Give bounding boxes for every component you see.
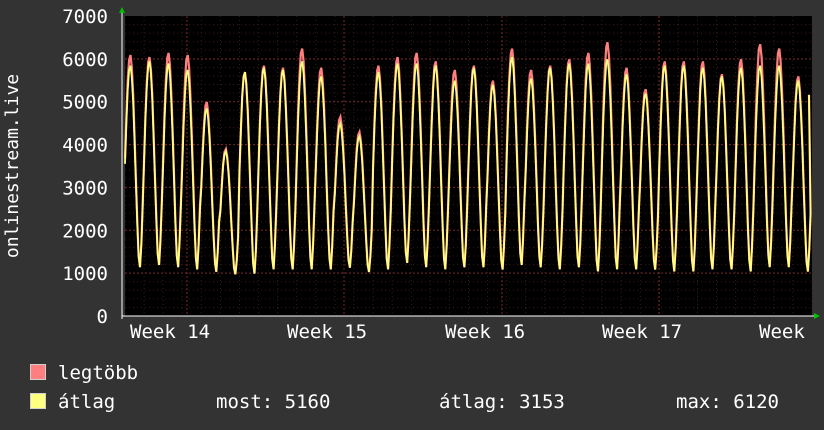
stat-max-label: max: [676,391,722,413]
stat-avg: átlag: 3153 [439,391,565,413]
x-tick-label: Week 15 [287,321,367,343]
y-tick-label: 4000 [62,135,108,157]
y-tick-label: 5000 [62,92,108,114]
stat-avg-value: 3153 [519,391,565,413]
series-layer [123,41,812,275]
y-tick-label: 0 [97,306,108,328]
stat-max-value: 6120 [733,391,779,413]
stat-avg-label: átlag: [439,391,508,413]
y-axis-arrow-icon [119,7,125,13]
y-tick-label: 1000 [62,263,108,285]
y-tick-label: 3000 [62,177,108,199]
avg-swatch [30,393,46,409]
stat-now-label: most: [216,391,274,413]
legend-max-label: legtöbb [58,362,139,384]
x-tick-label: Week 14 [130,321,210,343]
x-tick-label: Week [759,321,805,343]
stat-max: max: 6120 [676,391,779,413]
y-axis-label: onlinestream.live [2,74,23,258]
legend-avg-label: átlag [58,391,116,413]
y-tick-label: 6000 [62,49,108,71]
y-tick-labels: 0 1000 2000 3000 4000 5000 6000 7000 [62,6,108,328]
grid-lines [124,16,813,316]
axes [119,7,820,319]
y-tick-label: 2000 [62,220,108,242]
stat-now-value: 5160 [284,391,331,413]
max-swatch [30,364,46,380]
x-tick-labels: Week 14 Week 15 Week 16 Week 17 Week [130,321,805,343]
series-avg-line [124,56,812,275]
y-tick-label: 7000 [62,6,108,28]
legend-max: legtöbb [30,362,138,384]
legend-avg: átlag [30,391,115,413]
x-tick-label: Week 17 [602,321,682,343]
x-axis-arrow-icon [814,313,820,319]
stat-now: most: 5160 [216,391,330,413]
x-tick-label: Week 16 [445,321,525,343]
